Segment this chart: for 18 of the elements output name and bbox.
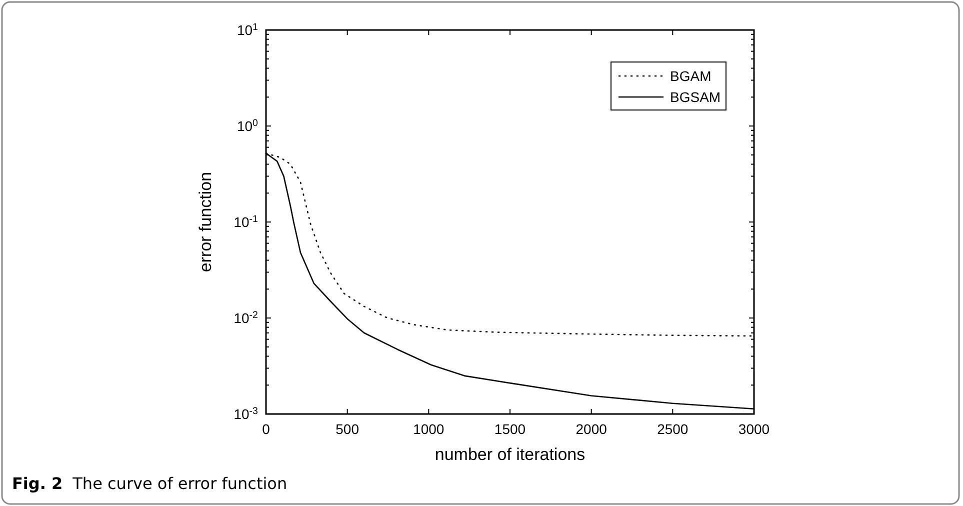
x-tick-label: 2500 <box>657 421 688 437</box>
legend-label: BGAM <box>670 68 712 84</box>
y-tick-label: 10$^{-3}$ <box>234 406 259 422</box>
legend-label: BGSAM <box>670 89 721 105</box>
x-tick-label: 0 <box>262 421 270 437</box>
x-tick-label: 2000 <box>576 421 608 437</box>
x-axis-title: number of iterations <box>434 445 586 464</box>
y-axis-title: error function <box>196 172 215 272</box>
text: The curve of error function <box>72 474 288 493</box>
x-tick-label: 500 <box>336 421 360 437</box>
caption: Fig. 2 <box>12 474 63 493</box>
y-tick-label: 10$^{-1}$ <box>234 214 258 230</box>
y-tick-label: 10$^{-2}$ <box>234 310 258 326</box>
x-tick-label: 1500 <box>494 421 526 437</box>
x-tick-label: 3000 <box>738 421 770 437</box>
y-tick-label: 10$^{0}$ <box>236 118 259 134</box>
y-tick-label: 10$^{1}$ <box>236 22 258 38</box>
x-tick-label: 1000 <box>413 421 444 437</box>
